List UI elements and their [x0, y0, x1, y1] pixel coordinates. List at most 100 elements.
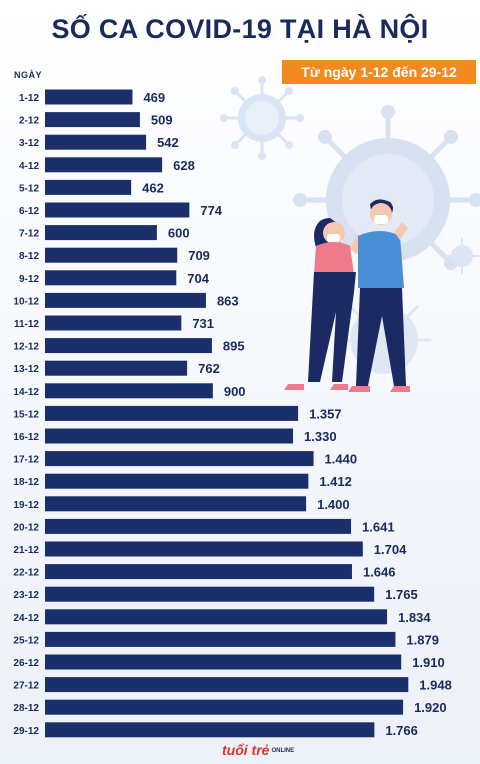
category-label: 14-12	[13, 387, 39, 398]
category-label: 23-12	[13, 590, 39, 601]
bar	[45, 315, 182, 331]
bar	[45, 451, 314, 467]
category-label: 7-12	[19, 229, 39, 240]
category-label: 22-12	[13, 568, 39, 579]
page-title: SỐ CA COVID-19 TẠI HÀ NỘI	[51, 14, 429, 44]
value-label: 1.357	[309, 406, 342, 421]
value-label: 469	[143, 90, 165, 105]
bar	[45, 677, 409, 693]
category-label: 27-12	[13, 681, 39, 692]
category-label: 13-12	[13, 364, 39, 375]
illustration	[220, 76, 480, 392]
value-label: 600	[168, 226, 190, 241]
category-label: 20-12	[13, 522, 39, 533]
virus-icon	[293, 105, 480, 295]
value-label: 709	[188, 248, 210, 263]
bar	[45, 518, 352, 534]
value-label: 1.704	[374, 542, 407, 557]
value-label: 704	[187, 271, 209, 286]
bar	[45, 496, 307, 512]
bar	[45, 338, 212, 354]
category-label: 17-12	[13, 455, 39, 466]
category-label: 8-12	[19, 251, 39, 262]
category-label: 21-12	[13, 545, 39, 556]
value-label: 1.765	[385, 587, 418, 602]
bar	[45, 699, 404, 715]
bar	[45, 722, 375, 738]
value-label: 774	[200, 203, 222, 218]
bar	[45, 225, 157, 241]
bar	[45, 541, 363, 557]
value-label: 1.330	[304, 429, 337, 444]
value-label: 1.646	[363, 565, 396, 580]
bar	[45, 134, 147, 150]
category-label: 24-12	[13, 613, 39, 624]
bars-group: 1-12 469 2-12 509 3-12 542 4-12 628 5-12 462 6-12 7…	[13, 89, 452, 738]
bar	[45, 292, 206, 308]
category-label: 3-12	[19, 138, 39, 149]
category-label: 18-12	[13, 477, 39, 488]
logo-text: tuổi trẻ	[222, 742, 270, 758]
category-label: 1-12	[19, 93, 39, 104]
category-label: 12-12	[13, 342, 39, 353]
value-label: 1.948	[419, 678, 452, 693]
category-label: 4-12	[19, 161, 39, 172]
value-label: 731	[192, 316, 214, 331]
bar	[45, 609, 388, 625]
category-label: 26-12	[13, 658, 39, 669]
virus-icon	[220, 76, 304, 160]
value-label: 1.834	[398, 610, 431, 625]
value-label: 863	[217, 293, 239, 308]
category-label: 28-12	[13, 703, 39, 714]
bar	[45, 564, 352, 580]
value-label: 509	[151, 113, 173, 128]
value-label: 1.400	[317, 497, 350, 512]
bar	[45, 89, 133, 105]
y-axis-label: NGÀY	[14, 70, 43, 80]
value-label: 762	[198, 361, 220, 376]
value-label: 542	[157, 135, 179, 150]
value-label: 1.879	[406, 632, 439, 647]
date-range-badge: Từ ngày 1-12 đến 29-12	[282, 60, 476, 84]
bar	[45, 112, 140, 128]
bar	[45, 631, 396, 647]
value-label: 1.412	[319, 474, 352, 489]
bar	[45, 179, 132, 195]
value-label: 895	[223, 339, 245, 354]
category-label: 9-12	[19, 274, 39, 285]
bar	[45, 360, 188, 376]
value-label: 1.920	[414, 700, 447, 715]
value-label: 1.641	[362, 519, 395, 534]
logo-subtext: ONLINE	[271, 748, 295, 755]
bar	[45, 157, 163, 173]
woman-figure	[284, 218, 364, 390]
bar	[45, 383, 213, 399]
bar	[45, 270, 177, 286]
category-label: 29-12	[13, 726, 39, 737]
category-label: 11-12	[14, 319, 39, 330]
category-label: 6-12	[19, 206, 39, 217]
bar	[45, 654, 402, 670]
bar	[45, 586, 375, 602]
value-label: 1.766	[385, 723, 418, 738]
value-label: 1.440	[325, 452, 358, 467]
virus-icon	[444, 238, 480, 274]
bar	[45, 247, 178, 263]
value-label: 1.910	[412, 655, 445, 670]
category-label: 5-12	[19, 183, 39, 194]
category-label: 16-12	[13, 432, 39, 443]
bar	[45, 473, 309, 489]
value-label: 462	[142, 180, 164, 195]
man-figure	[348, 199, 410, 392]
value-label: 900	[224, 384, 246, 399]
bar	[45, 428, 294, 444]
category-label: 10-12	[13, 296, 39, 307]
category-label: 15-12	[13, 409, 39, 420]
value-label: 628	[173, 158, 195, 173]
category-label: 2-12	[19, 116, 39, 127]
brand-logo: tuổi trẻ ONLINE	[222, 742, 294, 758]
bar	[45, 405, 299, 421]
category-label: 19-12	[13, 500, 39, 511]
bar	[45, 202, 190, 218]
category-label: 25-12	[13, 635, 39, 646]
